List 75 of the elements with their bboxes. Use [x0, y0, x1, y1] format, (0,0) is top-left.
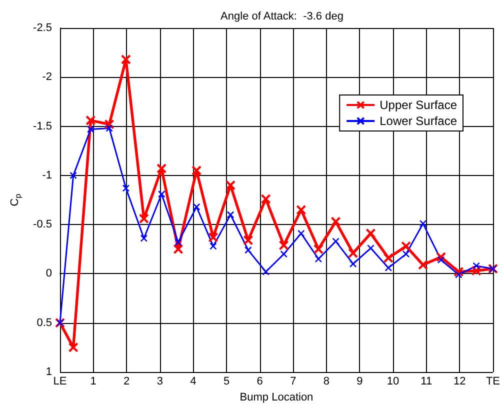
point	[297, 230, 305, 238]
point	[367, 244, 374, 252]
point	[418, 260, 428, 270]
x-tick-label: LE	[53, 376, 67, 388]
x-tick-label: 5	[223, 376, 230, 388]
x-tick-label: 2	[124, 376, 130, 388]
point	[173, 244, 184, 254]
point	[225, 180, 236, 190]
point	[419, 220, 427, 228]
x-tick-label: 11	[420, 376, 432, 388]
y-axis-title: Cp	[9, 193, 23, 206]
point	[106, 124, 113, 132]
point	[366, 228, 376, 238]
point	[210, 242, 217, 250]
y-tick-label: 1	[46, 366, 52, 378]
point	[140, 234, 148, 242]
point	[68, 342, 78, 352]
x-tick-label: 6	[256, 376, 263, 388]
point	[192, 165, 202, 176]
point	[455, 271, 462, 278]
point	[402, 250, 410, 258]
point	[349, 260, 357, 268]
point	[104, 119, 114, 130]
point	[472, 262, 480, 270]
point	[296, 204, 306, 215]
y-tick-label: -2	[42, 71, 52, 84]
point	[454, 266, 464, 277]
point	[156, 164, 167, 174]
point	[383, 252, 394, 264]
point	[226, 211, 234, 218]
point	[262, 268, 270, 276]
point	[471, 266, 482, 276]
x-tick-label: 10	[386, 376, 400, 388]
y-tick-label: 0	[46, 268, 52, 280]
point	[400, 241, 412, 252]
chart-title: Angle of Attack: -3.6 deg	[220, 10, 344, 22]
legend-label: Lower Surface	[380, 114, 458, 128]
y-tick-label: -1	[42, 169, 52, 182]
y-tick-label: -0.5	[33, 218, 52, 231]
y-tick-label: -2.5	[33, 22, 52, 34]
x-tick-label: 9	[356, 376, 363, 388]
x-tick-label: 7	[290, 376, 296, 388]
point	[138, 214, 149, 224]
point	[348, 248, 358, 258]
y-tick-label: -1.5	[33, 120, 52, 132]
point	[243, 235, 254, 246]
point	[208, 232, 218, 242]
point	[174, 238, 182, 246]
point	[384, 264, 392, 272]
x-tick-label: 8	[323, 376, 330, 388]
point	[86, 126, 94, 133]
y-tick-label: 0.5	[36, 316, 52, 329]
point	[330, 216, 341, 227]
point	[120, 54, 131, 64]
point	[314, 255, 322, 263]
point	[436, 252, 446, 262]
x-tick-label: 3	[156, 376, 163, 388]
x-tick-label: 4	[190, 376, 196, 388]
point	[332, 238, 340, 245]
point	[192, 203, 200, 211]
point	[437, 256, 445, 264]
point	[70, 172, 77, 180]
legend-label: Upper Surface	[380, 98, 458, 112]
point	[260, 194, 271, 204]
point	[122, 184, 130, 192]
point	[244, 246, 252, 254]
x-tick-label: 1	[90, 376, 96, 388]
point	[280, 250, 288, 258]
x-axis-title: Bump Location	[240, 391, 314, 404]
point	[86, 115, 96, 126]
point	[158, 190, 166, 198]
point	[313, 244, 324, 254]
x-tick-label: TE	[486, 376, 500, 388]
point	[278, 240, 289, 250]
x-tick-label: 12	[454, 376, 466, 388]
